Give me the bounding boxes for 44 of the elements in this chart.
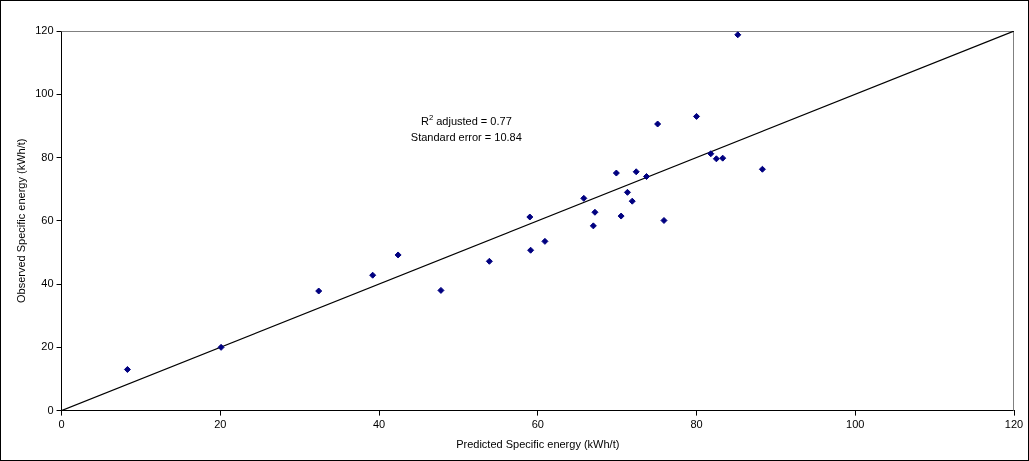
point	[660, 216, 668, 224]
point	[643, 173, 651, 181]
point	[712, 155, 720, 163]
point	[123, 365, 131, 373]
y-axis-title: Observed Specific energy (kWh/t)	[14, 138, 27, 304]
point	[485, 257, 493, 265]
point	[591, 208, 599, 216]
point	[719, 154, 727, 162]
point	[394, 251, 402, 259]
annotation: Standard error = 10.84	[410, 131, 522, 144]
point	[628, 197, 636, 205]
y-tick-label: 100	[35, 87, 54, 100]
x-axis-title: Predicted Specific energy (kWh/t)	[456, 438, 620, 451]
point	[654, 120, 662, 128]
point	[617, 212, 625, 220]
y-tick-label: 20	[41, 340, 54, 353]
point	[632, 168, 640, 176]
point	[369, 271, 377, 279]
point	[707, 150, 715, 158]
point	[758, 165, 766, 173]
point	[217, 343, 225, 351]
y-tick-label: 60	[41, 213, 54, 226]
y-tick-label: 120	[35, 24, 54, 37]
x-tick-label: 40	[372, 418, 386, 431]
point	[315, 287, 323, 295]
y-tick-label: 80	[41, 150, 54, 163]
point	[526, 213, 534, 221]
point	[527, 246, 535, 254]
point	[612, 169, 620, 177]
x-tick-label: 0	[58, 418, 65, 431]
point	[623, 188, 631, 196]
point	[541, 237, 549, 245]
x-tick-label: 100	[846, 418, 865, 431]
x-tick-label: 20	[214, 418, 227, 431]
point	[437, 286, 445, 294]
point	[589, 222, 597, 230]
y-tick-label: 40	[41, 277, 54, 290]
point	[693, 112, 701, 120]
y-tick-label: 0	[47, 403, 54, 416]
x-tick-label: 120	[1004, 418, 1024, 431]
point	[734, 31, 742, 39]
x-tick-label: 60	[531, 418, 544, 431]
point	[580, 194, 588, 202]
x-tick-label: 80	[690, 418, 703, 431]
